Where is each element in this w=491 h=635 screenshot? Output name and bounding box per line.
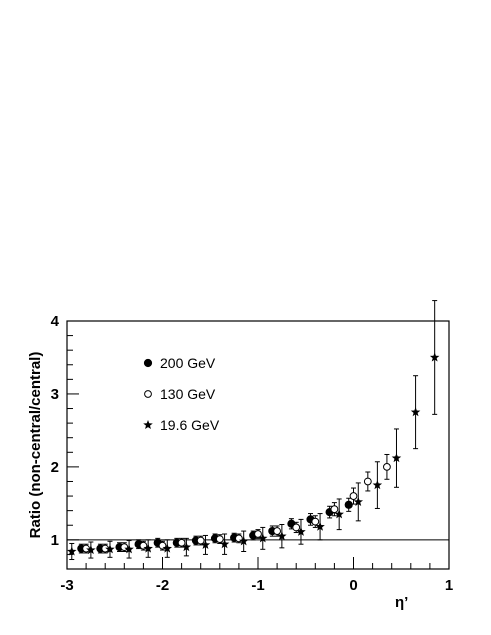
data-point [315,521,325,531]
x-tick-label: -2 [156,577,169,594]
data-point [181,542,192,552]
data-point [410,407,421,417]
data-point [363,477,372,486]
data-point [296,526,306,536]
y-axis-title: Ratio (non-central/central) [27,352,44,539]
x-tick-label: 1 [445,577,453,594]
legend-marker-2 [143,420,153,430]
data-point [330,505,339,514]
series-0 [77,497,353,554]
axes-group: -3 -2 -1 0 1 1 2 3 4 [51,313,454,594]
data-point [254,530,262,538]
x-tick-label: -1 [251,577,264,594]
y-tick-label: 4 [51,313,60,330]
data-point [372,480,383,490]
data-point [429,352,440,362]
legend-label-1: 130 GeV [160,386,216,402]
data-point [143,543,153,553]
y-tick-label: 2 [51,459,59,476]
data-point [219,539,230,549]
data-point [162,543,173,553]
data-point [67,546,77,556]
data-point [273,527,282,535]
x-axis-title: η’ [395,594,408,611]
data-point [383,462,391,471]
data-point [258,533,268,543]
series-2 [67,300,440,561]
data-point [349,492,358,500]
x-tick-label: 0 [349,577,357,594]
legend-marker-1 [144,390,152,398]
data-point [334,509,344,519]
data-point [124,544,134,554]
data-point [196,536,205,545]
series-1 [82,453,391,554]
data-point [311,517,320,526]
y-tick-label: 3 [51,386,59,403]
data-point [353,496,364,506]
data-point [277,531,287,541]
data-point [105,544,115,554]
data-point [238,536,249,546]
data-point [344,500,353,509]
legend: 200 GeV 130 GeV 19.6 GeV [143,355,220,433]
data-point [292,523,301,532]
data-point [200,539,211,549]
y-tick-label: 1 [51,532,59,549]
data-point [215,535,224,543]
x-tick-label: -3 [60,577,73,594]
data-point [86,545,96,555]
series-group [67,300,440,561]
legend-label-0: 200 GeV [160,355,216,371]
legend-label-2: 19.6 GeV [160,417,220,433]
data-point [391,453,402,463]
legend-marker-0 [143,358,153,368]
data-point [177,538,186,547]
